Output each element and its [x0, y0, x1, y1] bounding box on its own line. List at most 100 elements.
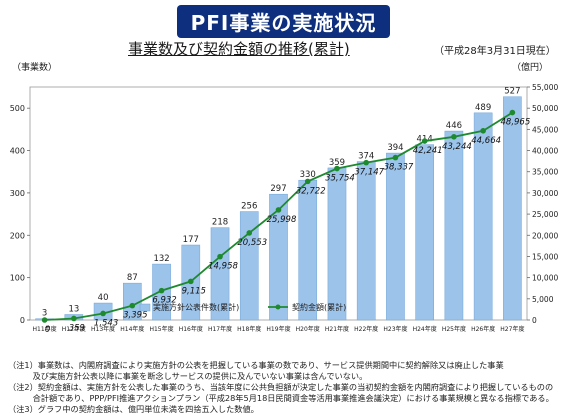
y-left-axis-label: （事業数） — [12, 63, 58, 73]
amount-point — [480, 127, 486, 134]
bar-value-label: 87 — [127, 273, 138, 283]
amount-point — [509, 109, 516, 116]
amount-point — [187, 278, 194, 285]
x-tick-label: H26年度 — [471, 325, 495, 333]
amount-point — [217, 253, 223, 260]
amount-value-label: 37,147 — [354, 168, 384, 178]
y-right-tick-label: 55,000 — [532, 83, 558, 92]
bar — [298, 179, 318, 321]
legend-swatch-bars — [139, 303, 151, 312]
y-right-tick-label: 20,000 — [532, 231, 558, 240]
footnote-line: （注1）事業数は、内閣府調査により実施方針の公表を把握している事業の数であり、サ… — [8, 360, 504, 370]
amount-point — [158, 287, 165, 294]
y-left-tick-label: 400 — [10, 147, 25, 156]
y-left-tick-label: 200 — [10, 231, 25, 240]
bar-value-label: 359 — [329, 158, 345, 168]
y-right-tick-label: 10,000 — [532, 274, 558, 283]
bar-value-label: 132 — [153, 254, 169, 264]
amount-value-label: 32,722 — [296, 186, 326, 196]
x-tick-label: H11年度 — [33, 325, 57, 333]
footnote-line: 及び実施方針公表以降に事業を断念しサービスの提供に及んでいない事業は含んでいない… — [8, 371, 368, 381]
bar-value-label: 13 — [68, 304, 79, 314]
y-left-tick-label: 0 — [20, 316, 25, 325]
amount-value-label: 48,965 — [501, 118, 531, 128]
bar — [444, 130, 464, 321]
amount-value-label: 43,244 — [442, 142, 472, 152]
amount-point — [304, 178, 311, 185]
amount-value-label: 42,241 — [413, 146, 443, 156]
x-tick-label: H23年度 — [383, 325, 407, 333]
bar — [503, 96, 522, 321]
bar — [210, 227, 230, 321]
amount-point — [129, 302, 136, 309]
amount-value-label: 359 — [69, 323, 85, 333]
amount-point — [421, 138, 428, 144]
title-banner: PFI事業の実施状況 — [6, 4, 561, 38]
footnotes: （注1）事業数は、内閣府調査により実施方針の公表を把握している事業の数であり、サ… — [8, 360, 560, 415]
bar-value-label: 527 — [504, 87, 520, 97]
amount-point — [100, 310, 106, 317]
x-tick-label: H19年度 — [266, 325, 290, 333]
x-tick-label: H20年度 — [296, 325, 320, 333]
bar-value-label: 218 — [212, 218, 228, 228]
y-right-tick-label: 45,000 — [532, 125, 558, 134]
x-tick-label: H24年度 — [413, 325, 437, 333]
amount-value-label: 20,553 — [237, 238, 267, 248]
footnote-line: （注3）グラフ中の契約金額は、億円単位未満を四捨五入した数値。 — [8, 404, 259, 414]
x-tick-label: H16年度 — [179, 325, 203, 333]
bar — [415, 144, 434, 321]
y-right-axis-label: （億円） — [512, 63, 549, 73]
amount-point — [334, 165, 340, 172]
y-right-tick-label: 35,000 — [532, 168, 558, 177]
amount-value-label: 9,115 — [182, 286, 206, 296]
amount-value-label: 3,395 — [123, 311, 147, 321]
chart-subtitle: 事業数及び契約金額の推移(累計) — [128, 40, 350, 58]
x-tick-label: H22年度 — [354, 325, 378, 333]
bar-value-label: 446 — [446, 121, 462, 131]
y-left-tick-label: 100 — [10, 274, 25, 283]
amount-point — [392, 154, 399, 161]
amount-value-label: 44,664 — [471, 136, 501, 146]
as-of-date: （平成28年3月31日現在） — [434, 46, 556, 57]
legend-label-line: 契約金額(累計) — [292, 302, 346, 312]
legend-label-bars: 実施方針公表件数(累計) — [153, 302, 239, 312]
bar-value-label: 297 — [270, 184, 286, 194]
x-tick-label: H12年度 — [62, 325, 86, 333]
y-right-tick-label: 0 — [532, 316, 537, 325]
x-tick-label: H25年度 — [442, 325, 466, 333]
y-right-tick-label: 5,000 — [532, 295, 554, 304]
bar-value-label: 330 — [300, 170, 316, 180]
amount-value-label: 1,543 — [94, 318, 118, 328]
bar — [386, 152, 405, 321]
x-tick-label: H27年度 — [500, 325, 524, 333]
bar — [239, 211, 259, 321]
bar-value-label: 177 — [183, 235, 199, 245]
amount-point — [246, 230, 253, 236]
bar — [473, 112, 493, 321]
amount-value-label: 25,998 — [267, 215, 297, 225]
x-tick-label: H21年度 — [325, 325, 349, 333]
y-right-tick-label: 15,000 — [532, 252, 558, 261]
bar-value-label: 40 — [98, 293, 109, 303]
x-tick-label: H15年度 — [149, 325, 173, 333]
chart-canvas: 010020030040050005,00010,00015,00020,000… — [10, 83, 559, 335]
amount-value-label: 38,337 — [384, 163, 414, 173]
bar — [327, 167, 347, 321]
amount-point — [41, 317, 48, 323]
amount-point — [275, 207, 282, 213]
bar-value-label: 394 — [387, 143, 403, 153]
bar-value-label: 374 — [358, 152, 374, 162]
page-title: PFI事業の実施状況 — [176, 5, 391, 38]
x-tick-label: H13年度 — [91, 325, 115, 333]
amount-value-label: 14,958 — [208, 262, 238, 272]
x-tick-label: H18年度 — [237, 325, 261, 333]
amount-point — [451, 134, 457, 140]
y-left-tick-label: 500 — [10, 104, 25, 113]
amount-point — [71, 315, 77, 322]
amount-value-label: 6,932 — [152, 296, 176, 306]
x-tick-label: H17年度 — [208, 325, 232, 333]
y-left-tick-label: 300 — [10, 189, 25, 198]
bar-value-label: 3 — [42, 309, 47, 319]
footnote-line: 合計額であり、PPP/PFI推進アクションプラン（平成28年5月18日民間資金等… — [8, 393, 554, 403]
amount-value-label: 0 — [45, 325, 50, 335]
